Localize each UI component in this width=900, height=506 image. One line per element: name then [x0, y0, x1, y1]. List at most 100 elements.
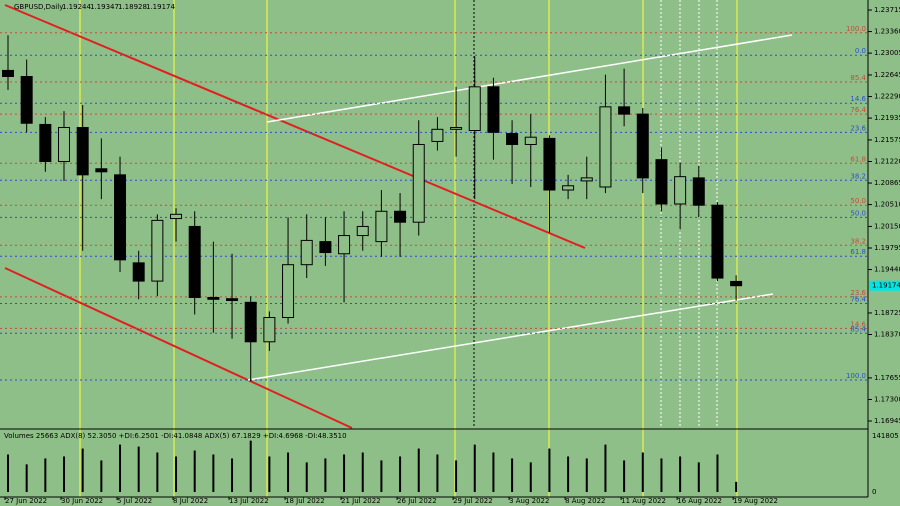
candle-body	[618, 106, 631, 115]
volume-bar	[567, 456, 570, 492]
candle-body	[655, 159, 668, 205]
candle-body	[636, 113, 649, 179]
y-tick-label: 1.19440	[874, 266, 900, 274]
volume-bar	[193, 450, 196, 492]
fib-label: 100.0	[846, 25, 866, 33]
volume-bar	[735, 481, 738, 492]
candle-body	[468, 86, 481, 132]
fib-label: 14.6	[850, 320, 866, 328]
candle-body	[338, 235, 351, 255]
candle-body	[711, 204, 724, 279]
volume-bar	[44, 458, 47, 492]
volume-bar	[156, 452, 159, 492]
y-tick-label: 1.20865	[874, 179, 900, 187]
x-tick-label: 30 Jun 2022	[61, 497, 103, 505]
fib-label: 76.4	[850, 296, 866, 304]
candle-body	[356, 225, 369, 237]
x-tick-label: 18 Jul 2022	[285, 497, 325, 505]
y-tick-label: 1.18725	[874, 309, 900, 317]
volume-label: Volumes 25663 ADX(8) 52.3050 +DI:6.2501 …	[4, 432, 347, 440]
x-tick-label: 8 Jul 2022	[173, 497, 208, 505]
volume-bar	[511, 458, 514, 492]
y-tick-label: 1.17655	[874, 374, 900, 382]
fib-label: 85.4	[850, 74, 866, 82]
candle-body	[58, 126, 71, 162]
volume-bar	[100, 460, 103, 492]
fib-label: 61.8	[850, 248, 866, 256]
volume-bar	[716, 454, 719, 492]
y-tick-label: 1.22645	[874, 71, 900, 79]
candle-body	[730, 280, 743, 287]
fib-label: 76.4	[850, 106, 866, 114]
fib-label: 23.6	[850, 124, 866, 132]
chart-title: GBPUSD,Daily	[14, 3, 63, 11]
current-price-box	[869, 280, 900, 291]
volume-bar	[548, 448, 551, 492]
candle-body	[524, 136, 537, 145]
x-tick-label: 16 Aug 2022	[677, 497, 722, 505]
volume-bar	[529, 462, 532, 492]
y-tick-label: 1.23715	[874, 6, 900, 14]
volume-bar	[380, 460, 383, 492]
candle-body	[39, 123, 52, 162]
volume-bar	[473, 444, 476, 492]
fib-label: 0.0	[855, 47, 866, 55]
candle-body	[580, 177, 593, 182]
candle-body	[375, 210, 388, 243]
volume-tick-label: 0	[872, 488, 876, 496]
decorations	[4, 0, 793, 497]
y-tick-label: 1.20510	[874, 201, 900, 209]
volume-bar	[212, 454, 215, 492]
volume-bar	[25, 464, 28, 492]
x-tick-label: 21 Jul 2022	[341, 497, 381, 505]
fib-label: 38.2	[850, 237, 866, 245]
volume-bar	[81, 448, 84, 492]
volume-bar	[305, 462, 308, 492]
candle-body	[450, 126, 463, 130]
fib-label: 85.4	[850, 325, 866, 333]
x-tick-label: 11 Aug 2022	[621, 497, 666, 505]
volume-bar	[231, 458, 234, 492]
fib-label: 38.2	[850, 172, 866, 180]
volume-bar	[623, 460, 626, 492]
volume-bar	[361, 452, 364, 492]
candle-body	[207, 296, 220, 300]
candle-body	[170, 213, 183, 220]
volume-tick-label: 141805	[872, 432, 899, 440]
candle-body	[95, 168, 108, 173]
candle-body	[114, 174, 127, 261]
volume-bar	[399, 456, 402, 492]
candle-body	[263, 317, 276, 343]
volume-bar	[679, 456, 682, 492]
candle-body	[394, 210, 407, 223]
y-tick-label: 1.23005	[874, 49, 900, 57]
x-tick-label: 27 Jun 2022	[5, 497, 47, 505]
volume-bar	[119, 444, 122, 492]
y-tick-label: 1.23360	[874, 28, 900, 36]
x-tick-label: 8 Aug 2022	[565, 497, 605, 505]
volume-bar	[249, 440, 252, 492]
candle-body	[412, 143, 425, 223]
y-tick-label: 1.22290	[874, 93, 900, 101]
y-tick-label: 1.19795	[874, 244, 900, 252]
volume-bar	[63, 456, 66, 492]
candle-body	[599, 106, 612, 188]
y-tick-label: 1.20150	[874, 222, 900, 230]
x-tick-label: 29 Jul 2022	[453, 497, 493, 505]
candle-body	[319, 241, 332, 254]
ohlc-close: 1.19174	[146, 3, 175, 11]
volume-bar	[604, 444, 607, 492]
fib-label: 61.8	[850, 155, 866, 163]
candle-body	[300, 239, 313, 266]
y-tick-label: 1.21575	[874, 136, 900, 144]
x-tick-label: 3 Aug 2022	[509, 497, 549, 505]
candle-body	[506, 133, 519, 145]
fib-label: 100.0	[846, 372, 866, 380]
volume-bar	[343, 454, 346, 492]
volume-bar	[455, 460, 458, 492]
volume-bar	[137, 446, 140, 492]
volume-bar	[697, 462, 700, 492]
candle-body	[132, 262, 145, 282]
volume-bar	[7, 454, 9, 492]
